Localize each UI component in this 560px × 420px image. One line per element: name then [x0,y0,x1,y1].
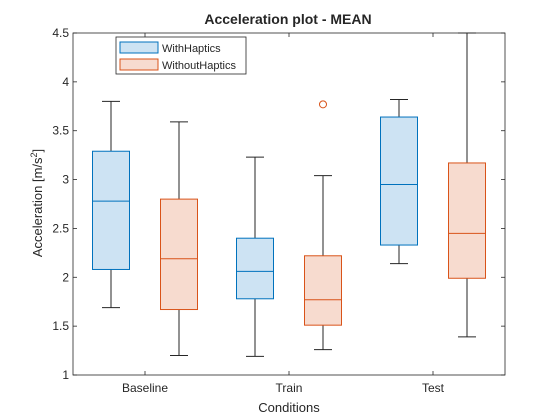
legend-label: WithHaptics [162,43,221,55]
y-tick-label: 3.5 [52,124,69,138]
box-WithHaptics-Train [236,156,274,357]
outlier-point [319,100,327,109]
y-axis-label-sup: 2 [29,152,39,157]
legend-swatch [119,41,159,54]
y-axis-label-main: Acceleration [m/s [30,157,45,257]
legend-swatch [119,58,159,71]
chart-title: Acceleration plot - MEAN [204,11,371,27]
iqr-box [236,237,274,300]
y-tick-label: 1.5 [52,319,69,333]
box-WithHaptics-Baseline [92,100,130,309]
legend: WithHaptics WithoutHaptics [115,36,247,75]
iqr-box [448,162,486,279]
legend-label: WithoutHaptics [162,60,236,72]
iqr-box [160,198,198,311]
x-tick-label: Baseline [122,381,168,395]
y-tick-label: 2.5 [52,221,69,235]
iqr-box [304,255,342,326]
x-tick-label: Train [276,381,303,395]
box-WithoutHaptics-Test [448,32,486,338]
y-tick-label: 4.5 [52,26,69,40]
y-tick-label: 4 [62,75,69,89]
y-tick-label: 3 [62,173,69,187]
box-WithoutHaptics-Baseline [160,121,198,356]
y-tick-label: 1 [62,368,69,382]
box-WithoutHaptics-Train [304,100,342,351]
box-WithHaptics-Test [380,98,418,265]
y-tick-label: 2 [62,270,69,284]
plot-area: 1 1.5 2 2.5 3 3.5 4 4.5 Baseline Train Test [52,26,506,395]
x-tick-label: Test [422,381,445,395]
y-axis-label: Acceleration [m/s2] [29,149,45,257]
x-axis-label: Conditions [258,400,320,415]
iqr-box [380,116,418,246]
iqr-box [92,150,130,270]
y-axis-label-end: ] [30,149,45,153]
